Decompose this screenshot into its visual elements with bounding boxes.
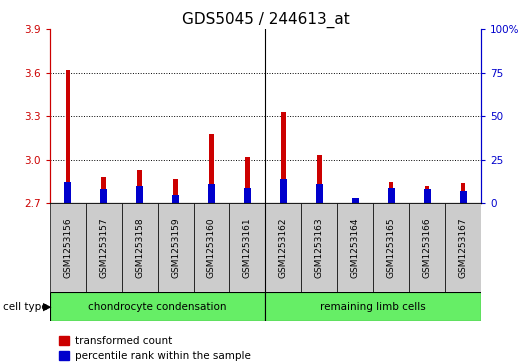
Title: GDS5045 / 244613_at: GDS5045 / 244613_at: [181, 12, 349, 28]
Text: cell type: cell type: [3, 302, 47, 312]
Bar: [136, 186, 143, 203]
Bar: [317, 155, 322, 203]
Bar: [245, 157, 249, 203]
Bar: [266, 292, 481, 321]
Text: GSM1253158: GSM1253158: [135, 217, 144, 278]
Bar: [301, 203, 337, 292]
Bar: [337, 203, 373, 292]
Text: GSM1253164: GSM1253164: [351, 217, 360, 278]
Bar: [425, 186, 429, 203]
Legend: transformed count, percentile rank within the sample: transformed count, percentile rank withi…: [55, 332, 255, 363]
Bar: [50, 292, 266, 321]
Text: GSM1253160: GSM1253160: [207, 217, 216, 278]
Text: GSM1253162: GSM1253162: [279, 217, 288, 278]
Bar: [172, 195, 179, 203]
Text: GSM1253163: GSM1253163: [315, 217, 324, 278]
Bar: [353, 199, 357, 203]
Bar: [351, 198, 359, 203]
Text: GSM1253156: GSM1253156: [63, 217, 72, 278]
Text: GSM1253166: GSM1253166: [423, 217, 431, 278]
Bar: [86, 203, 121, 292]
Text: GSM1253167: GSM1253167: [459, 217, 468, 278]
Bar: [50, 203, 86, 292]
Text: ▶: ▶: [43, 302, 51, 312]
Text: GSM1253159: GSM1253159: [171, 217, 180, 278]
Bar: [388, 188, 395, 203]
Bar: [138, 170, 142, 203]
Bar: [281, 112, 286, 203]
Bar: [266, 203, 301, 292]
Bar: [174, 179, 178, 203]
Bar: [121, 203, 157, 292]
Text: GSM1253161: GSM1253161: [243, 217, 252, 278]
Bar: [157, 203, 194, 292]
Text: chondrocyte condensation: chondrocyte condensation: [88, 302, 227, 312]
Bar: [101, 177, 106, 203]
Text: remaining limb cells: remaining limb cells: [321, 302, 426, 312]
Bar: [424, 189, 431, 203]
Bar: [100, 189, 107, 203]
Bar: [64, 182, 71, 203]
Bar: [461, 183, 465, 203]
Bar: [316, 184, 323, 203]
Bar: [280, 179, 287, 203]
Bar: [230, 203, 266, 292]
Bar: [445, 203, 481, 292]
Bar: [373, 203, 409, 292]
Text: GSM1253165: GSM1253165: [387, 217, 396, 278]
Bar: [409, 203, 445, 292]
Bar: [208, 184, 215, 203]
Bar: [244, 188, 251, 203]
Bar: [460, 191, 467, 203]
Bar: [194, 203, 230, 292]
Bar: [209, 134, 214, 203]
Bar: [389, 182, 393, 203]
Text: GSM1253157: GSM1253157: [99, 217, 108, 278]
Bar: [65, 70, 70, 203]
